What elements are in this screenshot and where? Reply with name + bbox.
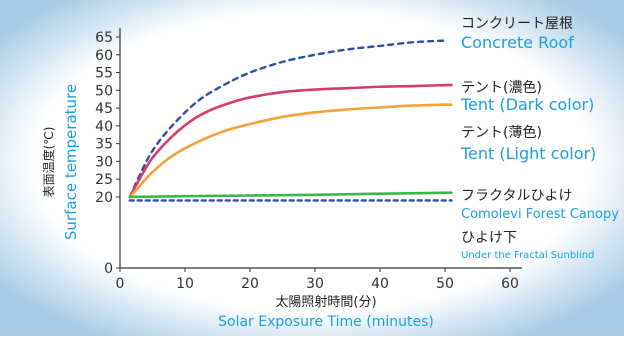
x-tick-label: 50	[436, 276, 454, 292]
x-tick-label: 30	[306, 276, 324, 292]
y-tick-label: 20	[95, 190, 113, 206]
x-tick-label: 60	[501, 276, 519, 292]
x-tick-label: 0	[116, 276, 125, 292]
y-axis-label-jp: 表面温度(℃)	[41, 127, 56, 198]
legend-label-en: Comolevi Forest Canopy	[461, 207, 619, 222]
y-axis-label-en: Surface temperature	[62, 84, 80, 240]
x-axis-label-en: Solar Exposure Time (minutes)	[218, 314, 434, 330]
y-tick-label: 25	[95, 172, 113, 188]
legend-label-jp: テント(薄色)	[461, 124, 542, 141]
series-tent-light-line	[128, 103, 453, 199]
y-tick-label: 55	[95, 66, 113, 82]
y-tick-label: 0	[104, 261, 113, 277]
legend-label-jp: ひよけ下	[461, 230, 517, 246]
series-tent-dark-line	[128, 83, 453, 199]
x-tick-label: 10	[176, 276, 194, 292]
y-tick-label: 35	[95, 137, 113, 153]
x-tick-label: 40	[371, 276, 389, 292]
legend-label-en: Under the Fractal Sunblind	[461, 250, 594, 261]
y-tick-label: 65	[95, 30, 113, 46]
y-tick-label: 45	[95, 101, 113, 117]
x-tick-label: 20	[241, 276, 259, 292]
legend-label-jp: コンクリート屋根	[461, 16, 573, 32]
y-tick-label: 40	[95, 119, 113, 135]
y-tick-label: 60	[95, 48, 113, 64]
legend-label-jp: テント(濃色)	[461, 79, 542, 96]
y-tick-label: 50	[95, 83, 113, 99]
legend-label-jp: フラクタルひよけ	[461, 188, 572, 204]
legend-label-en: Tent (Dark color)	[460, 95, 594, 114]
legend-label-en: Concrete Roof	[461, 33, 574, 52]
y-tick-label: 30	[95, 154, 113, 170]
x-axis-label-jp: 太陽照射時間(分)	[275, 294, 376, 310]
legend-label-en: Tent (Light color)	[460, 144, 596, 163]
series-forest-canopy-line	[128, 191, 453, 199]
series-concrete-roof-line	[128, 39, 447, 199]
